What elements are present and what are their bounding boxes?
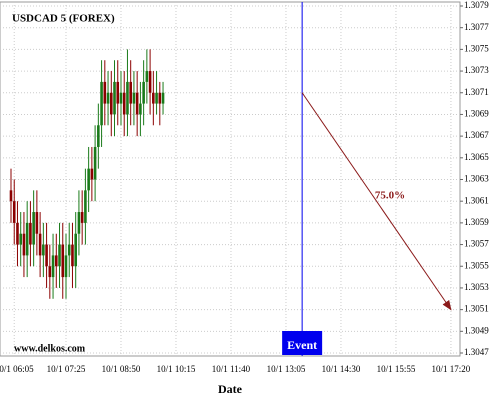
candle-body bbox=[103, 81, 107, 104]
candle-body bbox=[113, 81, 116, 115]
y-tick-label: 1.3071 bbox=[464, 87, 489, 97]
candle-body bbox=[132, 92, 136, 104]
candle-body bbox=[9, 190, 13, 202]
y-tick-label: 1.3053 bbox=[464, 282, 489, 292]
candle-body bbox=[71, 244, 74, 267]
candle-body bbox=[77, 212, 81, 234]
y-tick-label: 1.3055 bbox=[464, 260, 489, 270]
candle-body bbox=[100, 81, 103, 126]
candle-body bbox=[22, 233, 26, 256]
x-tick-label: 10/1 08:50 bbox=[102, 364, 141, 374]
candle-body bbox=[19, 233, 23, 245]
event-box bbox=[282, 331, 323, 355]
event-label: Event bbox=[287, 338, 317, 352]
candle-body bbox=[35, 212, 39, 234]
candle-body bbox=[58, 244, 61, 267]
x-tick-label: 10/1 14:30 bbox=[322, 364, 361, 374]
y-tick-label: 1.3059 bbox=[464, 217, 489, 227]
y-tick-label: 1.3069 bbox=[464, 109, 489, 119]
candle-body bbox=[29, 222, 32, 245]
y-tick-label: 1.3065 bbox=[464, 152, 489, 162]
candle-body bbox=[87, 168, 90, 191]
y-tick-label: 1.3047 bbox=[464, 347, 489, 357]
candle-body bbox=[64, 255, 68, 278]
y-tick-label: 1.3051 bbox=[464, 304, 489, 314]
x-axis-label: Date bbox=[218, 382, 243, 396]
candle-body bbox=[16, 222, 19, 245]
candle-body bbox=[145, 71, 149, 82]
candle-body bbox=[61, 244, 65, 278]
candle-body bbox=[48, 266, 52, 278]
candle-body bbox=[42, 244, 45, 256]
candle-body bbox=[152, 92, 155, 104]
candle-body bbox=[116, 81, 120, 104]
candle-body bbox=[74, 233, 77, 267]
candle-body bbox=[161, 92, 165, 104]
candle-body bbox=[84, 190, 87, 223]
projection-label: 75.0% bbox=[375, 190, 405, 202]
x-tick-label: 10/1 06:05 bbox=[0, 364, 34, 374]
candle-body bbox=[109, 92, 113, 115]
x-tick-label: 10/1 15:55 bbox=[377, 364, 416, 374]
candle-body bbox=[32, 212, 35, 245]
candle-body bbox=[80, 212, 84, 223]
x-tick-label: 10/1 10:15 bbox=[157, 364, 196, 374]
y-tick-label: 1.3079 bbox=[464, 0, 489, 10]
candle-body bbox=[97, 125, 100, 147]
y-tick-label: 1.3049 bbox=[464, 325, 489, 335]
plot-frame bbox=[0, 1, 461, 357]
x-tick-label: 10/1 17:20 bbox=[432, 364, 471, 374]
candle-body bbox=[106, 92, 110, 104]
candle-body bbox=[67, 244, 71, 256]
y-tick-label: 1.3063 bbox=[464, 174, 489, 184]
candle-body bbox=[126, 81, 129, 115]
y-tick-label: 1.3067 bbox=[464, 130, 489, 140]
y-tick-label: 1.3075 bbox=[464, 43, 489, 53]
x-tick-label: 10/1 11:40 bbox=[212, 364, 251, 374]
x-tick-label: 10/1 13:05 bbox=[267, 364, 306, 374]
y-tick-label: 1.3061 bbox=[464, 195, 489, 205]
projection-arrow bbox=[301, 92, 452, 311]
candle-body bbox=[129, 81, 132, 104]
candle-body bbox=[142, 81, 145, 104]
candle-body bbox=[12, 201, 16, 223]
candle-body bbox=[93, 146, 97, 180]
y-tick-label: 1.3077 bbox=[464, 22, 489, 32]
candle-body bbox=[25, 222, 29, 256]
candle-body bbox=[90, 168, 94, 180]
candle-body bbox=[54, 255, 58, 267]
watermark: www.delkos.com bbox=[14, 343, 86, 354]
candle-body bbox=[158, 92, 162, 104]
candle-body bbox=[51, 255, 55, 278]
candle-body bbox=[45, 244, 48, 267]
candle-body bbox=[119, 92, 123, 104]
candle-body bbox=[139, 103, 142, 115]
candle-body bbox=[38, 233, 42, 256]
x-tick-label: 10/1 07:25 bbox=[47, 364, 86, 374]
candle-body bbox=[148, 71, 152, 93]
chart-title: USDCAD 5 (FOREX) bbox=[12, 13, 115, 25]
y-tick-label: 1.3057 bbox=[464, 239, 489, 249]
y-tick-label: 1.3073 bbox=[464, 65, 489, 75]
candle-body bbox=[135, 92, 139, 115]
candle-body bbox=[155, 92, 158, 104]
candle-body bbox=[122, 92, 126, 115]
